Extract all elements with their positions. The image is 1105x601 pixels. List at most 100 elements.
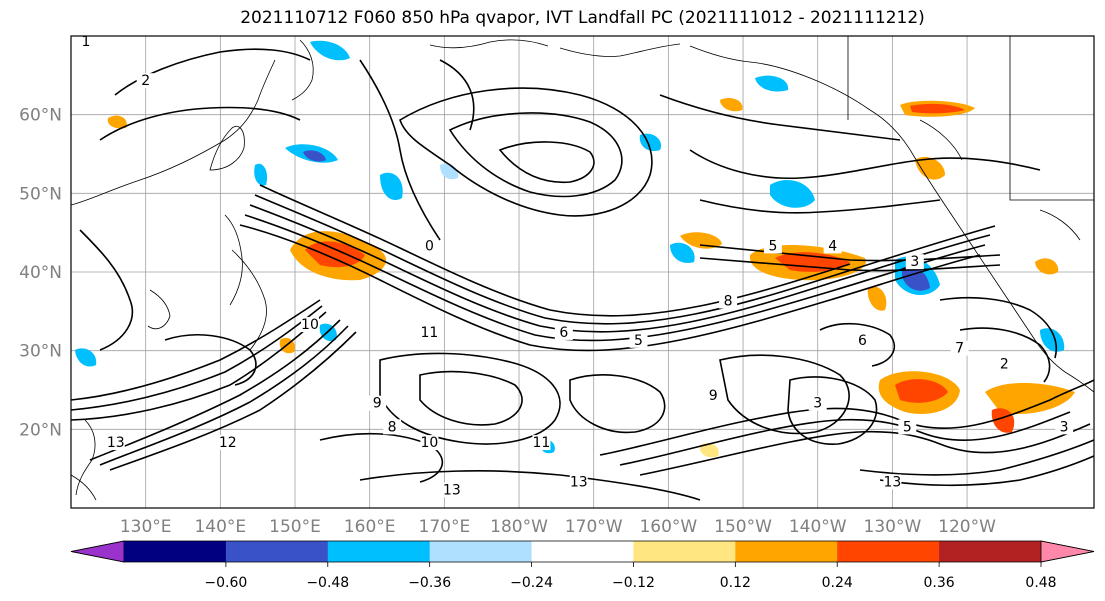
contour-label-13: 2 [1000, 356, 1009, 372]
contour-label-bg-23 [704, 387, 723, 403]
contour-label-bg-20 [883, 474, 902, 490]
colorbar-tick-label-7: 0.36 [924, 575, 955, 591]
negative-anomaly-patch [303, 150, 326, 162]
positive-anomaly-patch [991, 408, 1015, 433]
contour-label-bg-5 [905, 254, 924, 270]
contour-label-bg-15 [106, 435, 125, 451]
positive-anomaly-patch [985, 382, 1075, 414]
colorbar-segment-0 [124, 541, 227, 562]
contour-label-7: 11 [421, 325, 439, 341]
colorbar-segment-1 [225, 541, 329, 562]
contour-label-bg-8 [554, 324, 573, 340]
contour-label-6: 10 [301, 317, 319, 333]
contour-label-24: 3 [813, 396, 822, 412]
positive-anomaly-patch [895, 379, 948, 403]
lat-label-4: 20°N [19, 420, 62, 440]
colorbar-tick-label-8: 0.48 [1025, 575, 1056, 591]
contour-label-5: 3 [910, 254, 919, 270]
contour-label-bg-19 [569, 474, 588, 490]
colorbar-tick-label-0: −0.60 [204, 575, 247, 591]
contour-label-25: 5 [903, 419, 912, 435]
lat-label-0: 60°N [19, 106, 62, 126]
contour-label-bg-22 [383, 419, 402, 435]
contour-label-16: 10 [421, 435, 439, 451]
contour-label-bg-7 [420, 324, 439, 340]
positive-anomaly-patch [1035, 258, 1059, 275]
lat-label-2: 40°N [19, 263, 62, 283]
colorbar-segment-2 [327, 541, 431, 562]
lon-label-0: 130°E [120, 517, 172, 537]
map-frame [70, 35, 1095, 509]
negative-anomaly-patch [902, 266, 930, 291]
contour-label-14: 12 [219, 435, 237, 451]
lat-label-3: 30°N [19, 342, 62, 362]
positive-anomaly-patch [107, 115, 127, 129]
positive-anomaly-patch [699, 443, 719, 458]
colorbar-segment-4 [531, 541, 634, 562]
contour-label-9: 5 [634, 333, 643, 349]
colorbar-segment-6 [735, 541, 838, 562]
contour-label-1: 2 [141, 73, 150, 89]
contour-label-bg-2 [420, 238, 439, 254]
negative-anomaly-patch [254, 163, 268, 186]
negative-anomaly-patch [770, 180, 815, 208]
contour-label-bg-1 [136, 73, 155, 89]
negative-anomaly-patch [380, 172, 403, 200]
figure-title: 2021110712 F060 850 hPa qvapor, IVT Land… [240, 8, 925, 28]
contour-label-bg-0 [76, 36, 95, 49]
negative-anomaly-patch [670, 242, 695, 264]
contour-label-20: 13 [883, 474, 901, 490]
contour-label-bg-10 [719, 293, 738, 309]
contour-label-19: 13 [570, 474, 588, 490]
contour-label-23: 9 [709, 388, 718, 404]
colorbar-segment-7 [837, 541, 940, 562]
colorbar-segment-5 [633, 541, 736, 562]
contour-label-bg-12 [950, 340, 969, 356]
contour-label-11: 6 [858, 333, 867, 349]
contour-layer [71, 48, 1094, 501]
longitude-labels: 130°E 140°E 150°E 160°E 170°E 180°W 170°W 160°W… [120, 517, 996, 537]
shading-layer [75, 40, 1075, 458]
negative-anomaly-patch [310, 40, 350, 61]
contour-label-0: 1 [81, 34, 90, 50]
contour-label-3: 5 [768, 238, 777, 254]
contour-label-10: 8 [724, 293, 733, 309]
colorbar-tick-label-6: 0.24 [822, 575, 853, 591]
colorbar-extend-low [70, 540, 125, 563]
colorbar-tick-label-1: −0.48 [306, 575, 349, 591]
colorbar-tick-label-5: 0.12 [720, 575, 751, 591]
negative-anomaly-patch [75, 348, 97, 367]
lon-label-1: 140°E [194, 517, 246, 537]
positive-anomaly-patch [680, 232, 722, 249]
contour-label-bg-9 [629, 332, 648, 348]
positive-anomaly-patch [720, 98, 743, 112]
colorbar: −0.60 −0.48 −0.36 −0.24 −0.12 0.12 0.24 0.36 0.4… [70, 540, 1095, 591]
contour-label-4: 4 [828, 238, 837, 254]
contour-label-12: 7 [955, 341, 964, 357]
contour-label-bg-6 [300, 317, 319, 333]
positive-anomaly-patch [305, 241, 365, 268]
negative-anomaly-patch [1040, 328, 1065, 352]
latitude-labels: 60°N 50°N 40°N 30°N 20°N [19, 106, 62, 441]
contour-label-bg-24 [808, 395, 827, 411]
contour-label-bg-17 [532, 435, 551, 451]
lon-label-4: 170°E [419, 517, 471, 537]
lon-label-9: 140°W [789, 517, 847, 537]
contour-label-18: 13 [443, 482, 461, 498]
coastlines [71, 36, 1094, 501]
lon-label-10: 130°W [864, 517, 922, 537]
colorbar-tick-label-4: −0.12 [612, 575, 655, 591]
lon-label-6: 170°W [565, 517, 623, 537]
contour-label-15: 13 [107, 435, 125, 451]
contour-label-bg-25 [898, 419, 917, 435]
contour-label-bg-13 [995, 356, 1014, 372]
lon-label-8: 150°W [714, 517, 772, 537]
contour-label-bg-3 [763, 238, 782, 254]
positive-anomaly-patch [910, 103, 965, 114]
positive-anomaly-patch [867, 286, 887, 311]
colorbar-segment-3 [429, 541, 533, 562]
lon-label-11: 120°W [938, 517, 996, 537]
lon-label-2: 150°E [269, 517, 321, 537]
